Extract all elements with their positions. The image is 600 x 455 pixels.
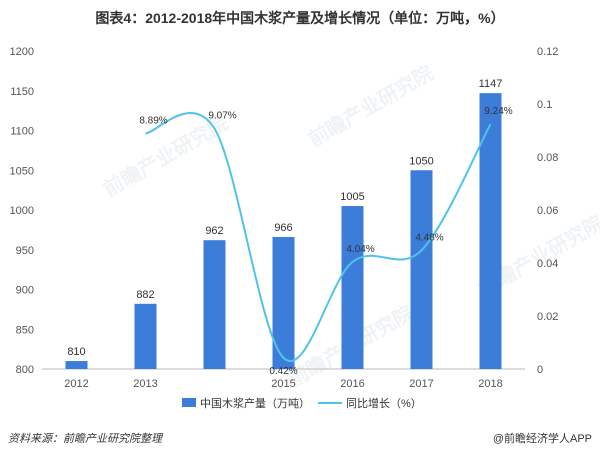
bar: [203, 240, 226, 369]
bar-value-label: 962: [205, 225, 223, 237]
right-axis-tick-label: 0.12: [537, 46, 558, 58]
legend-bar-label: 中国木浆产量（万吨）: [200, 396, 310, 410]
x-axis-tick-label: 2012: [64, 378, 88, 390]
bar-value-label: 882: [136, 289, 154, 301]
line-value-label: 8.89%: [139, 115, 167, 126]
right-axis-tick-label: 0.02: [537, 311, 558, 323]
left-axis-tick-label: 800: [16, 364, 34, 376]
bar: [134, 303, 157, 369]
bar-value-label: 1147: [479, 78, 503, 90]
left-axis-tick-label: 900: [16, 285, 34, 297]
left-axis-tick-label: 1050: [10, 165, 34, 177]
left-axis-tick-label: 1200: [10, 46, 34, 58]
line-value-label: 0.42%: [269, 366, 297, 377]
line-value-label: 4.48%: [415, 232, 443, 243]
line-value-label: 9.24%: [484, 106, 512, 117]
brand-label: @前瞻经济学人APP: [492, 433, 592, 445]
bar: [479, 93, 502, 369]
bar: [410, 170, 433, 369]
bar-value-label: 1005: [340, 191, 364, 203]
growth-line: [145, 112, 492, 362]
x-axis-tick-label: 2016: [340, 378, 364, 390]
bar: [341, 206, 364, 369]
right-axis-tick-label: 0.1: [537, 99, 552, 111]
legend-bar-swatch: [182, 398, 196, 407]
right-axis-tick-label: 0.06: [537, 205, 558, 217]
bar: [272, 237, 295, 369]
bar-value-label: 810: [67, 346, 85, 358]
right-axis-tick-label: 0.04: [537, 258, 558, 270]
legend-line-label: 同比增长（%）: [346, 396, 422, 410]
x-axis-tick-label: 2013: [133, 378, 157, 390]
right-axis-tick-label: 0: [537, 364, 543, 376]
bar: [65, 361, 88, 369]
source-note: 资料来源：前瞻产业研究院整理: [8, 433, 162, 445]
line-value-label: 4.04%: [346, 244, 374, 255]
bar-value-label: 966: [274, 222, 292, 234]
left-axis-tick-label: 1100: [10, 126, 34, 138]
line-value-label: 9.07%: [208, 111, 236, 122]
left-axis-tick-label: 950: [16, 245, 34, 257]
page-title: 图表4：2012-2018年中国木浆产量及增长情况（单位：万吨，%）: [95, 10, 505, 26]
left-axis-tick-label: 850: [16, 324, 34, 336]
left-axis-tick-label: 1150: [10, 86, 34, 98]
x-axis-tick-label: 2017: [409, 378, 433, 390]
x-axis-tick-label: 2015: [271, 378, 295, 390]
right-axis-tick-label: 0.08: [537, 152, 558, 164]
left-axis-tick-label: 1000: [10, 205, 34, 217]
bar-value-label: 1050: [409, 155, 433, 167]
x-axis-tick-label: 2018: [478, 378, 502, 390]
